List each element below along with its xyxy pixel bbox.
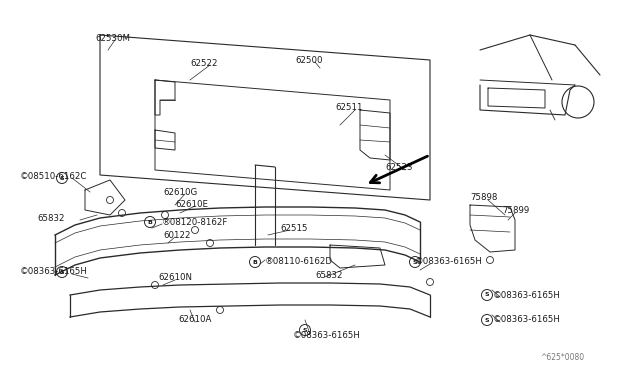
Text: 62511: 62511 [335,103,362,112]
Text: S: S [60,176,64,180]
Text: 62610G: 62610G [163,187,197,196]
Text: ©08363-6165H: ©08363-6165H [293,331,361,340]
Text: ®08120-8162F: ®08120-8162F [162,218,228,227]
Text: 60122: 60122 [163,231,191,240]
Text: ^625*0080: ^625*0080 [540,353,584,362]
Text: 62530M: 62530M [95,33,130,42]
Text: S: S [484,317,490,323]
Text: 62523: 62523 [385,163,413,171]
Text: ©08363-6165H: ©08363-6165H [415,257,483,266]
Text: S: S [303,327,307,333]
Text: ©08363-6165H: ©08363-6165H [493,291,561,299]
Text: 75898: 75898 [470,192,497,202]
Text: ©08363-6165H: ©08363-6165H [20,267,88,276]
Text: S: S [60,269,64,275]
Text: 62522: 62522 [190,58,218,67]
Text: 65832: 65832 [315,270,342,279]
Text: 62610N: 62610N [158,273,192,282]
Text: ©08510-6162C: ©08510-6162C [20,171,88,180]
Text: 62610A: 62610A [178,315,211,324]
Text: S: S [413,260,417,264]
Text: 62610E: 62610E [175,199,208,208]
Text: 62500: 62500 [295,55,323,64]
Text: B: B [253,260,257,264]
Text: 62515: 62515 [280,224,307,232]
Text: B: B [148,219,152,224]
Text: ©08363-6165H: ©08363-6165H [493,315,561,324]
Text: 75899: 75899 [502,205,529,215]
Text: ®08110-6162D: ®08110-6162D [265,257,333,266]
Text: 65832: 65832 [37,214,65,222]
Text: S: S [484,292,490,298]
